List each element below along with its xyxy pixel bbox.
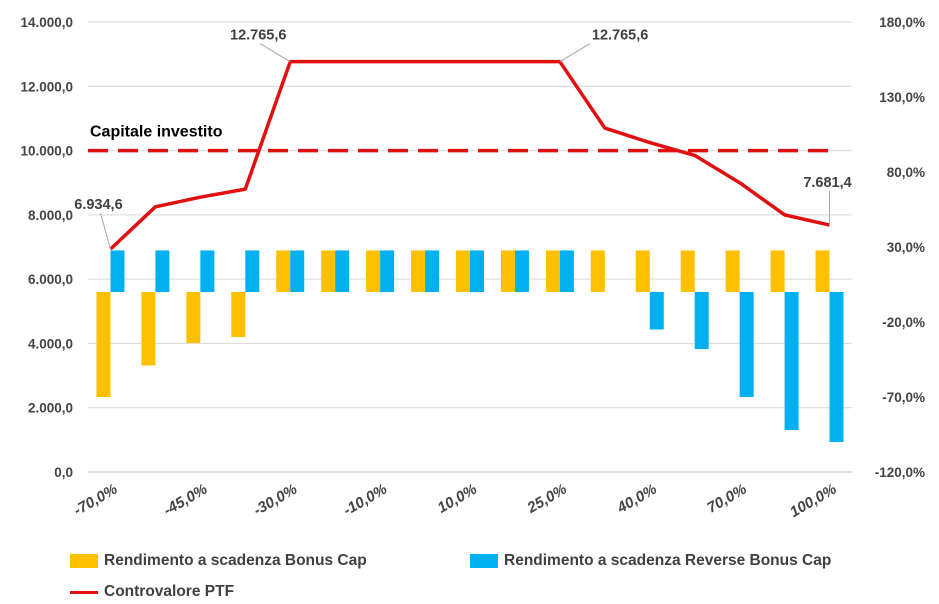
- bar-reverse-bonus-cap: [470, 250, 484, 292]
- legend-label-reverse-bonus-cap: Rendimento a scadenza Reverse Bonus Cap: [504, 552, 832, 569]
- legend: Rendimento a scadenza Bonus Cap Rendimen…: [70, 548, 930, 604]
- bar-reverse-bonus-cap: [694, 292, 709, 349]
- legend-item-reverse-bonus-cap: Rendimento a scadenza Reverse Bonus Cap: [470, 552, 831, 570]
- data-label: 6.934,6: [74, 197, 122, 213]
- bar-bonus-cap: [590, 250, 605, 292]
- right-tick-label: 130,0%: [879, 90, 925, 105]
- bar-bonus-cap: [276, 250, 291, 292]
- legend-label-controvalore: Controvalore PTF: [104, 583, 235, 600]
- right-tick-label: -70,0%: [882, 390, 925, 405]
- legend-swatch-bonus-cap: [70, 554, 98, 568]
- x-axis: -70,0% -45,0% -30,0% -10,0% 10,0% 25,0% 40,0% 7…: [71, 481, 840, 521]
- bar-bonus-cap: [770, 250, 785, 292]
- bar-bonus-cap: [680, 250, 695, 292]
- left-axis: 0,0 2.000,0 4.000,0 6.000,0 8.000,0 10.000,0 1…: [20, 15, 73, 480]
- bar-reverse-bonus-cap: [559, 250, 574, 292]
- right-tick-label: -20,0%: [882, 315, 925, 330]
- data-label: 7.681,4: [803, 175, 851, 191]
- left-tick-label: 0,0: [54, 465, 73, 480]
- x-tick-label: -30,0%: [251, 481, 301, 519]
- legend-item-controvalore: Controvalore PTF: [70, 583, 234, 601]
- bar-bonus-cap: [725, 250, 740, 292]
- x-tick-label: 100,0%: [787, 481, 840, 521]
- data-label: 12.765,6: [230, 28, 286, 44]
- bar-reverse-bonus-cap: [200, 250, 215, 292]
- right-tick-label: 180,0%: [879, 15, 925, 30]
- x-tick-label: 70,0%: [704, 481, 749, 517]
- data-labels: 6.934,6 12.765,6 12.765,6 7.681,4: [74, 28, 852, 250]
- x-tick-label: 25,0%: [524, 481, 570, 517]
- left-tick-label: 2.000,0: [28, 401, 73, 416]
- bar-reverse-bonus-cap: [514, 250, 529, 292]
- bar-reverse-bonus-cap: [829, 292, 844, 442]
- bar-bonus-cap: [545, 250, 560, 292]
- reference-line: Capitale investito: [88, 124, 832, 153]
- x-tick-label: -10,0%: [340, 481, 390, 519]
- bar-reverse-bonus-cap: [155, 250, 170, 292]
- bar-bonus-cap: [231, 292, 246, 337]
- right-tick-label: 80,0%: [887, 165, 925, 180]
- x-tick-label: 40,0%: [614, 481, 660, 517]
- data-label-leader: [99, 212, 111, 250]
- bar-bonus-cap: [456, 250, 470, 292]
- left-tick-label: 14.000,0: [20, 15, 73, 30]
- bar-reverse-bonus-cap: [290, 250, 305, 292]
- data-label-leader: [559, 43, 591, 63]
- left-tick-label: 10.000,0: [20, 144, 73, 159]
- left-tick-label: 6.000,0: [28, 272, 73, 287]
- left-tick-label: 12.000,0: [20, 79, 73, 94]
- legend-label-bonus-cap: Rendimento a scadenza Bonus Cap: [104, 552, 367, 569]
- x-tick-label: 10,0%: [435, 481, 480, 517]
- bar-reverse-bonus-cap: [425, 250, 440, 292]
- bar-reverse-bonus-cap: [649, 292, 664, 330]
- x-tick-label: -70,0%: [71, 481, 121, 519]
- line-series: [109, 59, 830, 251]
- bar-bonus-cap: [321, 250, 336, 292]
- bar-bonus-cap: [186, 292, 201, 343]
- chart: 0,0 2.000,0 4.000,0 6.000,0 8.000,0 10.000,0 1…: [20, 15, 925, 521]
- legend-item-bonus-cap: Rendimento a scadenza Bonus Cap: [70, 552, 367, 570]
- right-axis: -120,0% -70,0% -20,0% 30,0% 80,0% 130,0% 180,0…: [875, 15, 925, 480]
- right-tick-label: -120,0%: [875, 465, 925, 480]
- capitale-investito-label: Capitale investito: [90, 124, 223, 141]
- left-tick-label: 8.000,0: [28, 208, 73, 223]
- bar-bonus-cap: [815, 250, 830, 292]
- bar-bonus-cap: [96, 292, 111, 397]
- gridlines: [88, 21, 852, 473]
- x-tick-label: -45,0%: [161, 481, 211, 519]
- bar-reverse-bonus-cap: [784, 292, 799, 430]
- bar-reverse-bonus-cap: [335, 250, 350, 292]
- bar-reverse-bonus-cap: [739, 292, 754, 397]
- bar-reverse-bonus-cap: [380, 250, 395, 292]
- legend-swatch-controvalore: [70, 590, 98, 594]
- bars: [96, 250, 844, 442]
- bar-bonus-cap: [500, 250, 515, 292]
- left-tick-label: 4.000,0: [28, 336, 73, 351]
- bar-reverse-bonus-cap: [245, 250, 260, 292]
- right-tick-label: 30,0%: [887, 240, 925, 255]
- controvalore-line: [109, 59, 830, 251]
- bar-reverse-bonus-cap: [110, 250, 125, 292]
- bar-bonus-cap: [635, 250, 650, 292]
- data-label: 12.765,6: [592, 28, 648, 44]
- bar-bonus-cap: [141, 292, 156, 366]
- data-label-leader: [259, 43, 291, 63]
- bar-bonus-cap: [366, 250, 381, 292]
- bar-bonus-cap: [411, 250, 426, 292]
- legend-swatch-reverse-bonus-cap: [470, 554, 498, 568]
